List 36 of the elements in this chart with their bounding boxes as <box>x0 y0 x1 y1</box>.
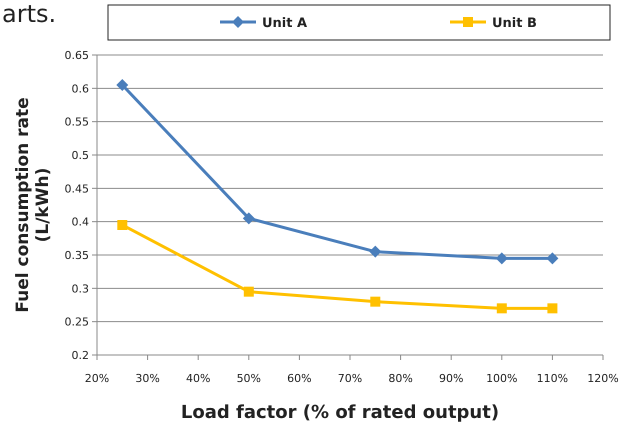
x-tick-label: 30% <box>135 372 160 385</box>
y-tick-label: 0.5 <box>72 149 89 162</box>
y-tick-label: 0.2 <box>72 349 89 362</box>
x-tick-label: 120% <box>587 372 619 385</box>
y-tick-label: 0.65 <box>64 49 89 62</box>
y-tick-label: 0.4 <box>72 216 89 229</box>
legend-label: Unit B <box>492 16 537 31</box>
text: arts. <box>2 0 56 28</box>
point <box>244 286 254 297</box>
x-tick-label: 90% <box>438 372 464 385</box>
y-tick-label: 0.45 <box>64 182 89 196</box>
y-tick-label: 0.35 <box>64 249 89 262</box>
point <box>116 79 128 91</box>
y-tick-label: 0.55 <box>64 116 89 129</box>
x-tick-label: 80% <box>388 372 413 385</box>
x-tick-label: 40% <box>186 372 210 385</box>
point <box>370 296 380 307</box>
x-tick-label: 20% <box>84 372 110 385</box>
x-tick-label: 50% <box>236 372 262 385</box>
point <box>496 303 507 314</box>
x-axis-title: Load factor (% of rated output) <box>180 402 500 423</box>
point <box>242 212 255 224</box>
x-tick-label: 70% <box>338 372 362 385</box>
x-tick-label: 60% <box>287 372 312 385</box>
y-tick-label: 0.25 <box>64 316 89 329</box>
x-tick-label: 110% <box>536 372 568 385</box>
legend-label: Unit A <box>262 16 308 31</box>
y-tick-label: 0.6 <box>72 82 89 96</box>
point <box>546 252 558 264</box>
point <box>547 303 558 314</box>
x-tick-label: 100% <box>486 372 518 385</box>
point <box>117 220 128 230</box>
point <box>496 252 508 264</box>
y-tick-label: 0.3 <box>72 282 89 296</box>
y-axis-title: Fuel consumption rate (L/kWh) <box>13 97 53 313</box>
point <box>369 246 382 258</box>
